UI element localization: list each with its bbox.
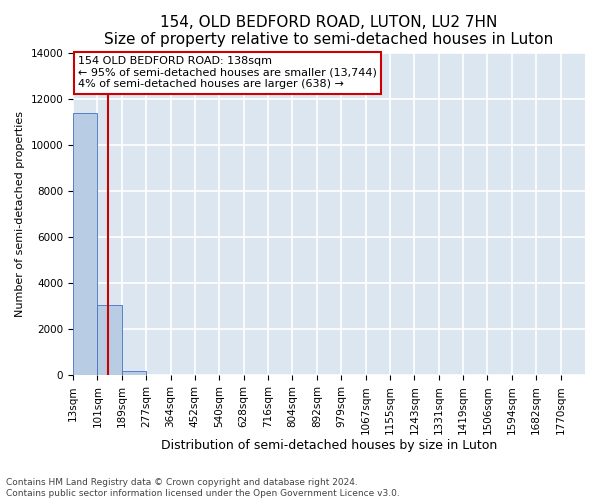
- Text: 154 OLD BEDFORD ROAD: 138sqm
← 95% of semi-detached houses are smaller (13,744)
: 154 OLD BEDFORD ROAD: 138sqm ← 95% of se…: [78, 56, 377, 89]
- X-axis label: Distribution of semi-detached houses by size in Luton: Distribution of semi-detached houses by …: [161, 440, 497, 452]
- Bar: [122, 370, 146, 376]
- Bar: [97, 305, 122, 376]
- Title: 154, OLD BEDFORD ROAD, LUTON, LU2 7HN
Size of property relative to semi-detached: 154, OLD BEDFORD ROAD, LUTON, LU2 7HN Si…: [104, 15, 554, 48]
- Text: Contains HM Land Registry data © Crown copyright and database right 2024.
Contai: Contains HM Land Registry data © Crown c…: [6, 478, 400, 498]
- Bar: [73, 112, 97, 376]
- Y-axis label: Number of semi-detached properties: Number of semi-detached properties: [15, 111, 25, 317]
